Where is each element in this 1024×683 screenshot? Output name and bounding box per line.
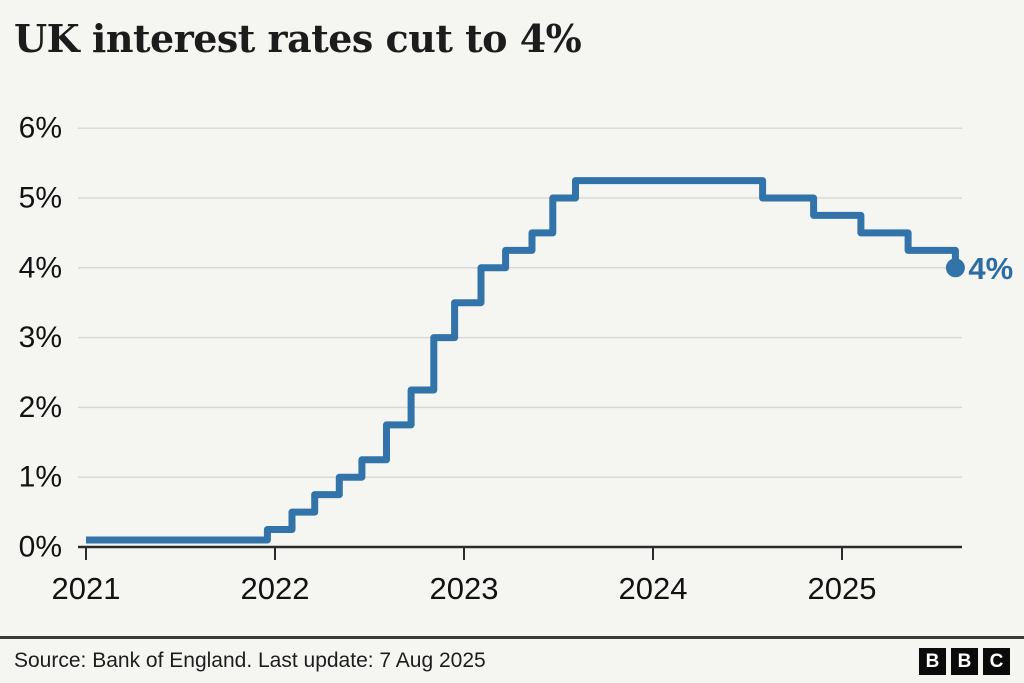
y-tick-label: 4%	[19, 251, 62, 284]
bbc-logo: B B C	[919, 647, 1010, 675]
latest-point-dot	[945, 258, 965, 278]
chart-title: UK interest rates cut to 4%	[14, 16, 582, 61]
chart-footer: Source: Bank of England. Last update: 7 …	[0, 636, 1024, 683]
rate-step-line	[86, 177, 959, 544]
latest-value-label: 4%	[968, 251, 1013, 286]
bbc-logo-block: C	[983, 647, 1010, 675]
x-tick-label: 2024	[619, 571, 688, 606]
x-tick-label: 2025	[808, 571, 877, 606]
source-note: Source: Bank of England. Last update: 7 …	[14, 649, 486, 672]
x-tick-label: 2021	[52, 571, 121, 606]
y-tick-label: 1%	[19, 461, 62, 494]
y-tick-label: 0%	[19, 531, 62, 564]
x-tick-label: 2022	[241, 571, 310, 606]
y-tick-label: 5%	[19, 182, 62, 215]
y-tick-label: 6%	[19, 112, 62, 145]
y-tick-label: 3%	[19, 321, 62, 354]
y-tick-label: 2%	[19, 391, 62, 424]
bbc-logo-block: B	[919, 647, 946, 675]
x-tick-label: 2023	[430, 571, 499, 606]
bbc-logo-block: B	[951, 647, 978, 675]
